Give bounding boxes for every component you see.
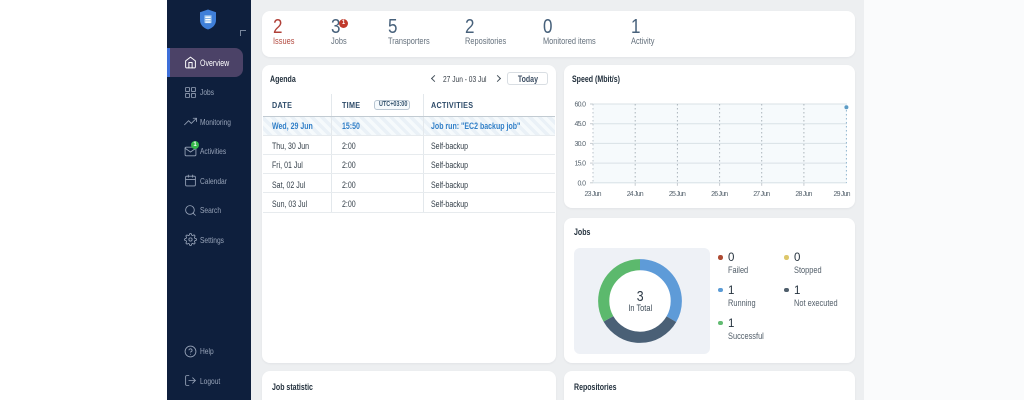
svg-text:29 Jun: 29 Jun [834,191,851,198]
svg-text:25 Jun: 25 Jun [669,191,686,198]
svg-text:60.0: 60.0 [575,102,587,109]
svg-text:23 Jun: 23 Jun [585,191,602,198]
svg-text:26 Jun: 26 Jun [711,191,728,198]
svg-text:15.0: 15.0 [575,161,587,168]
svg-text:27 Jun: 27 Jun [753,191,770,198]
svg-text:24 Jun: 24 Jun [627,191,644,198]
svg-text:45.0: 45.0 [575,121,587,128]
svg-text:0.0: 0.0 [578,180,587,187]
svg-text:30.0: 30.0 [575,141,587,148]
svg-text:28 Jun: 28 Jun [795,191,812,198]
